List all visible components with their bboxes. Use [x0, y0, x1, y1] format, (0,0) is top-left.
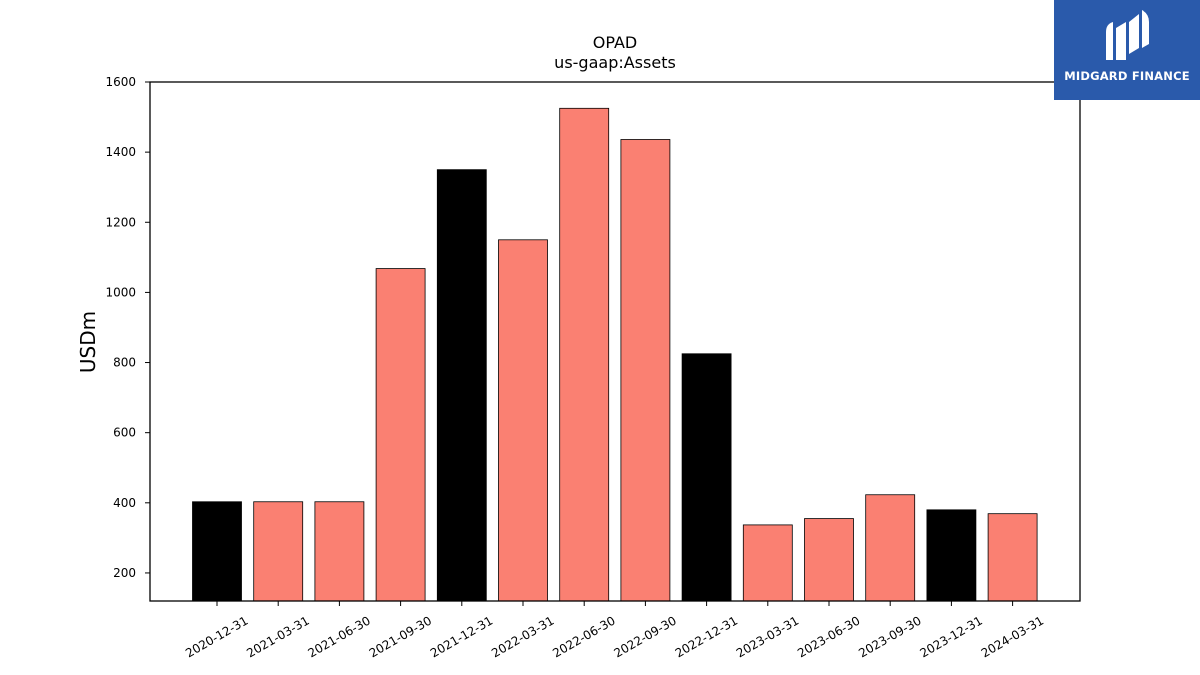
y-tick-label: 200 — [113, 566, 136, 580]
x-tick-label: 2021-06-30 — [305, 613, 372, 660]
bar-2020-12-31 — [192, 501, 242, 602]
bars-group — [192, 107, 1038, 602]
bar-2023-06-30 — [804, 518, 854, 602]
bar-2023-09-30 — [865, 494, 916, 602]
x-tick-label: 2022-06-30 — [550, 613, 617, 660]
x-tick-label: 2021-12-31 — [428, 613, 495, 660]
chart-title: OPAD — [593, 33, 637, 52]
y-tick-label: 1600 — [105, 75, 136, 89]
bar-2021-06-30 — [314, 501, 365, 602]
y-tick-label: 1000 — [105, 285, 136, 299]
x-tick-label: 2022-12-31 — [673, 613, 740, 660]
bar-2022-06-30 — [559, 107, 610, 602]
x-tick-label: 2023-06-30 — [795, 613, 862, 660]
x-tick-label: 2022-03-31 — [489, 613, 556, 660]
y-tick-label: 800 — [113, 356, 136, 370]
bar-2022-12-31 — [681, 353, 732, 602]
y-axis-ticks: 200 400 600 800 1000 1200 1400 1600 — [105, 75, 150, 580]
x-tick-label: 2020-12-31 — [183, 613, 250, 660]
company-logo: MIDGARD FINANCE — [1054, 0, 1200, 100]
y-tick-label: 400 — [113, 496, 136, 510]
y-axis-label: USDm — [76, 311, 100, 373]
plot-frame — [149, 81, 1081, 602]
y-tick-label: 1200 — [105, 215, 136, 229]
bar-2023-12-31 — [926, 509, 977, 602]
bar-2021-12-31 — [436, 169, 487, 602]
x-tick-label: 2021-09-30 — [367, 613, 434, 660]
x-tick-label: 2023-03-31 — [734, 613, 801, 660]
x-tick-label: 2024-03-31 — [979, 613, 1046, 660]
bar-2022-09-30 — [620, 139, 671, 602]
bar-2024-03-31 — [987, 513, 1038, 602]
y-tick-label: 1400 — [105, 145, 136, 159]
logo-mark-icon — [1106, 10, 1149, 60]
bar-2023-03-31 — [742, 524, 793, 602]
bar-2021-09-30 — [375, 268, 426, 602]
logo-text: MIDGARD FINANCE — [1064, 69, 1190, 83]
bar-2021-03-31 — [253, 501, 304, 602]
x-tick-label: 2023-09-30 — [856, 613, 923, 660]
x-tick-label: 2023-12-31 — [917, 613, 984, 660]
y-tick-label: 600 — [113, 426, 136, 440]
x-tick-label: 2022-09-30 — [611, 613, 678, 660]
x-axis-ticks: 2020-12-312021-03-312021-06-302021-09-30… — [183, 601, 1046, 660]
chart-subtitle: us-gaap:Assets — [554, 53, 676, 72]
bar-2022-03-31 — [498, 239, 548, 602]
x-tick-label: 2021-03-31 — [244, 613, 311, 660]
